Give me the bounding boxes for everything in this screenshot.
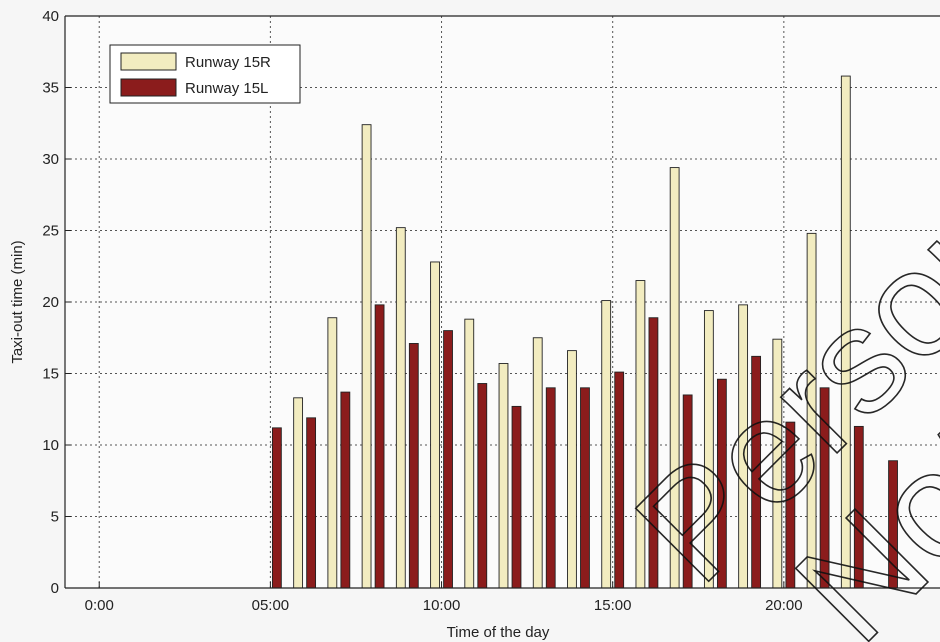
x-tick-label: 20:00 [765,597,803,614]
y-axis-title: Taxi-out time (min) [9,240,26,363]
legend-label-runway-15r: Runway 15R [185,54,271,71]
y-tick-label: 25 [42,223,59,240]
legend-swatch-runway-15l [120,78,177,97]
x-axis-title: Time of the day [447,624,550,641]
x-tick-label: 10:00 [423,597,461,614]
bar [443,330,453,589]
y-tick-label: 20 [42,294,59,311]
y-tick-label: 35 [42,80,59,97]
bar [635,280,646,589]
bar [374,304,385,589]
bar [408,343,419,589]
y-tick-label: 40 [42,8,59,25]
bar [511,405,522,589]
x-tick-label: 05:00 [252,597,290,614]
bar [271,427,282,589]
bar [601,300,612,589]
legend-swatch-runway-15r [120,52,177,71]
y-tick-label: 0 [51,580,59,597]
axes [64,15,940,589]
bars [271,75,898,589]
x-tick-label: 15:00 [594,597,632,614]
bar [430,261,440,589]
y-tick-label: 5 [51,509,59,526]
bar [340,391,351,589]
legend-label-runway-15l: Runway 15L [185,80,268,97]
bar [567,350,577,589]
bar [306,417,317,589]
bar [477,383,488,589]
bar [498,363,509,589]
bar [545,387,556,589]
bar [293,397,304,589]
bar [327,317,338,589]
bar [464,318,475,589]
bar [395,227,406,589]
bar [580,387,590,589]
bar [361,124,372,589]
y-tick-label: 10 [42,437,59,454]
x-tick-label: 0:00 [85,597,114,614]
bar [532,337,543,589]
legend: Runway 15R Runway 15L [109,44,301,104]
grid [65,16,940,588]
y-tick-label: 30 [42,151,59,168]
y-tick-label: 15 [42,366,59,383]
tick-labels: 0 5 10 15 20 25 30 35 40 0:00 05:00 10:00 15:00 20:00 [42,8,802,614]
